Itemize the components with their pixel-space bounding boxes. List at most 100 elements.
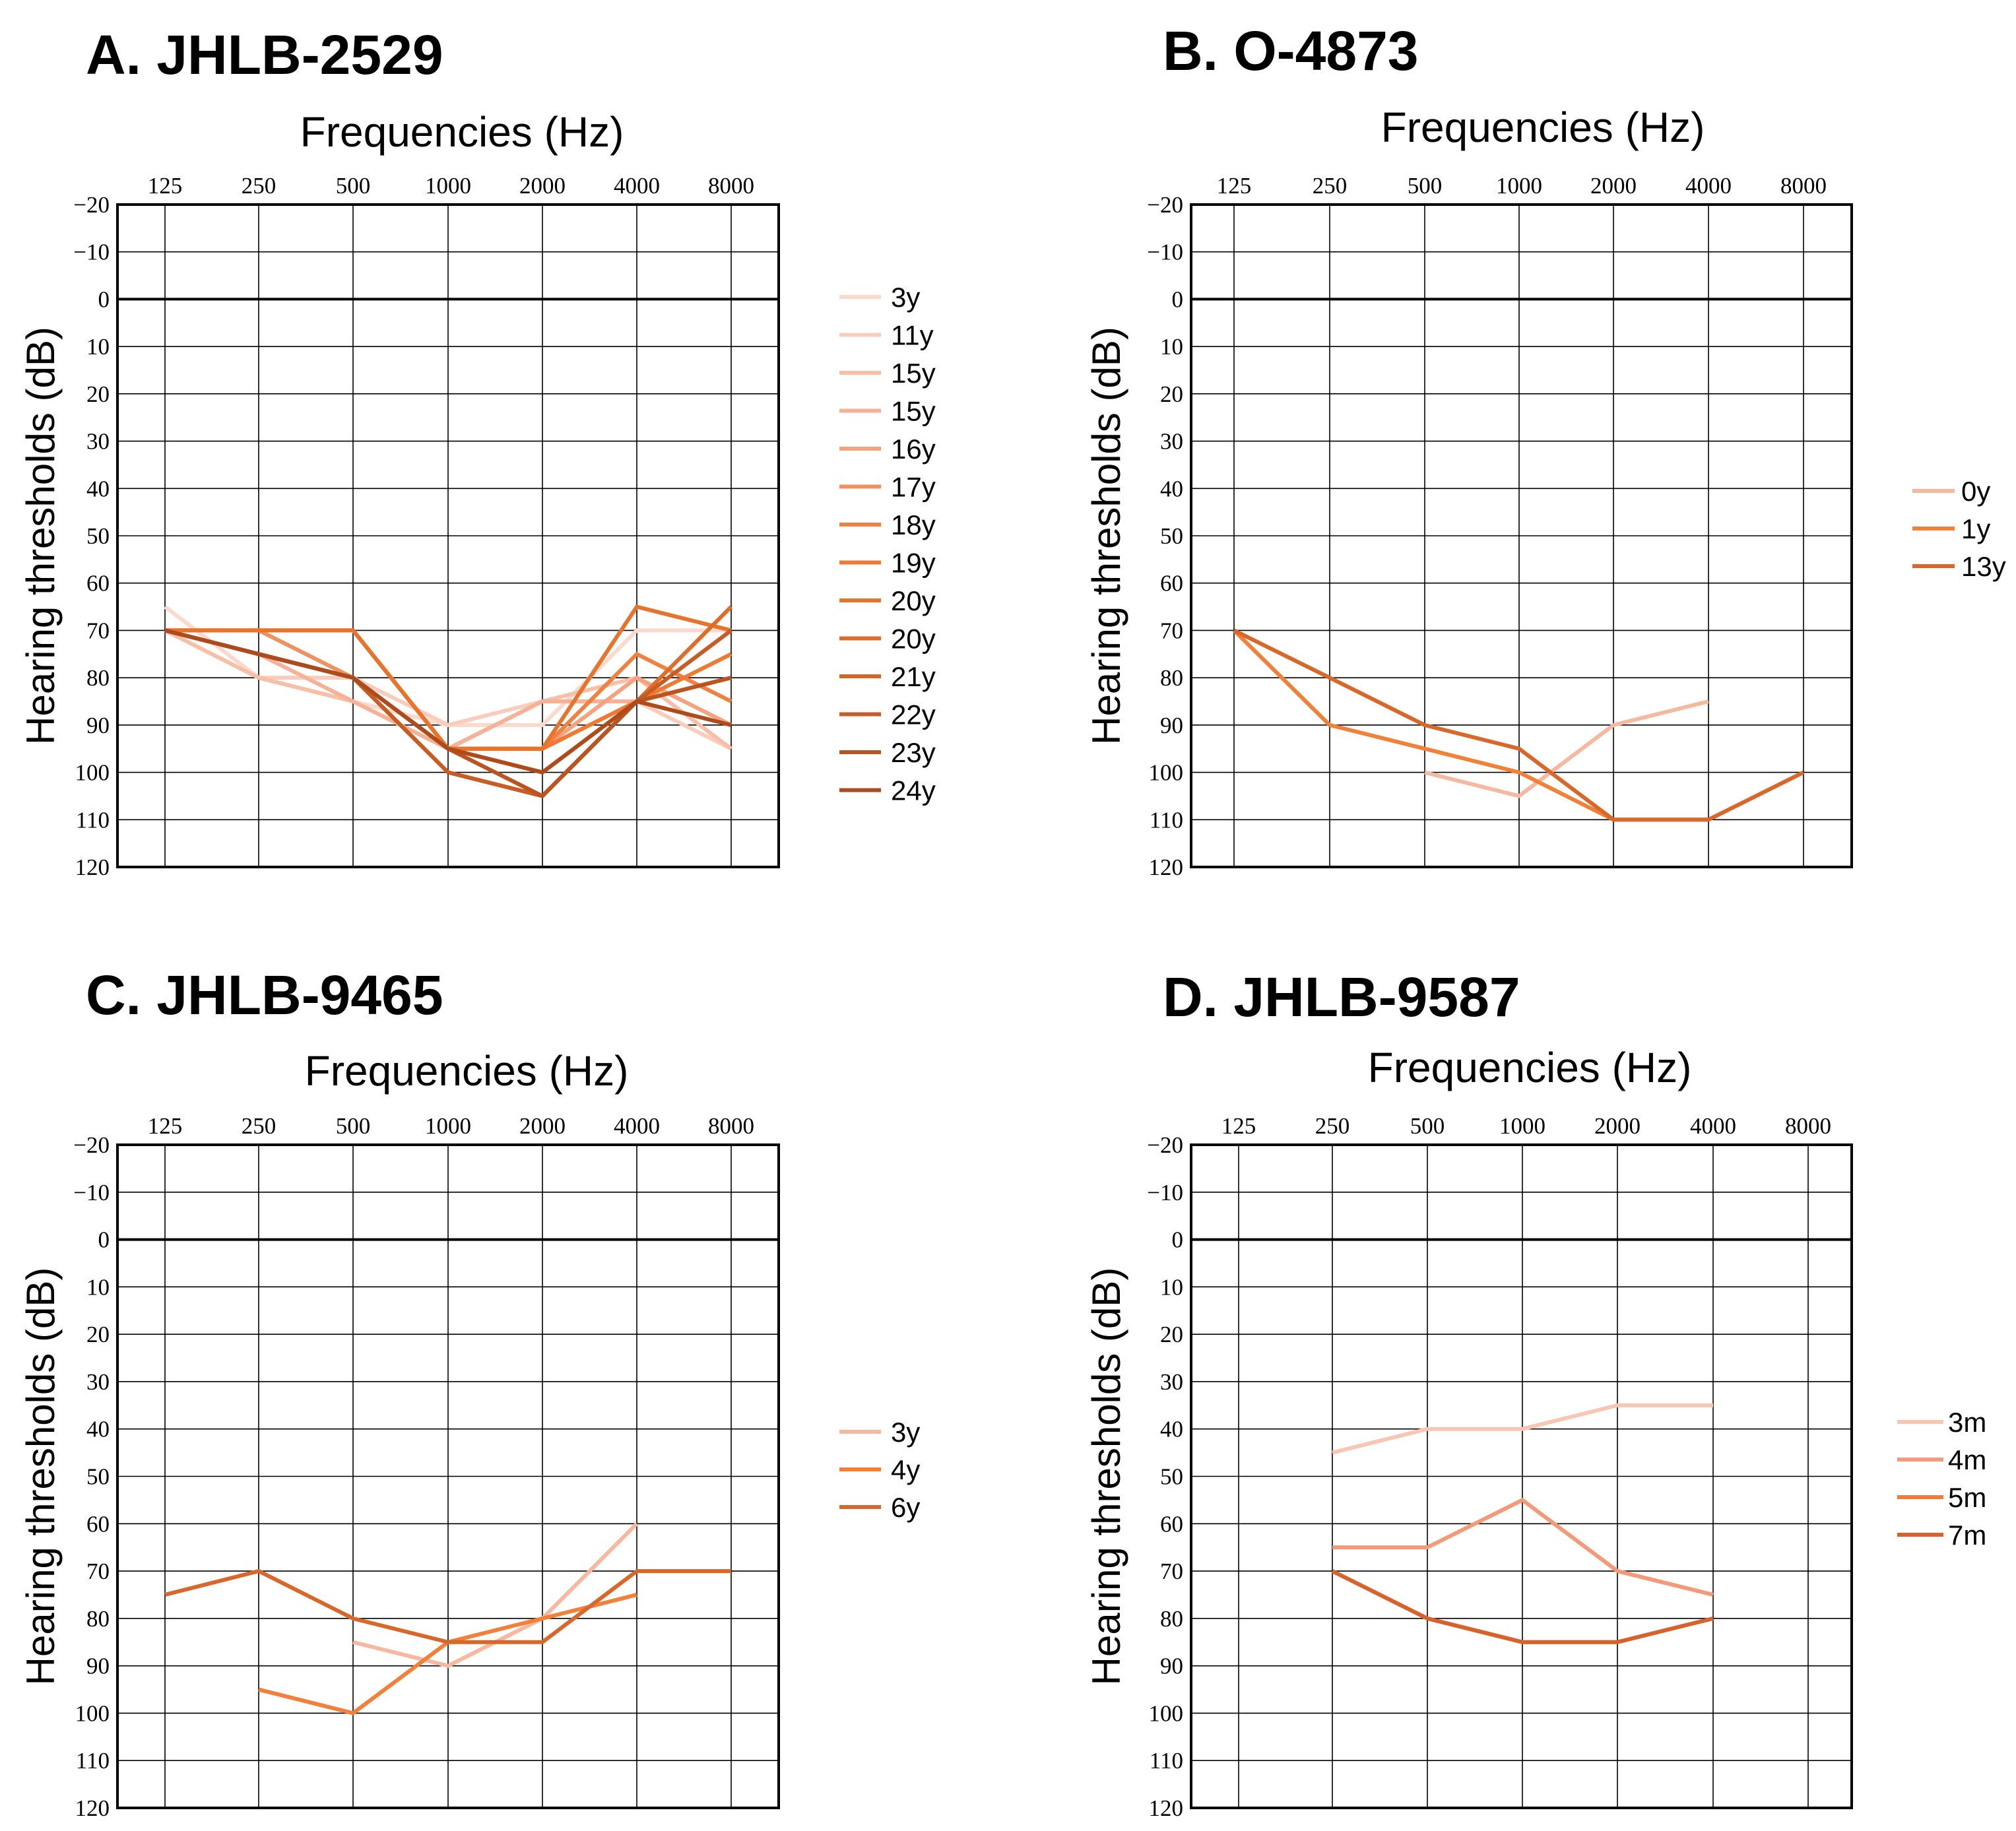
y-tick-label: 60 (1160, 571, 1183, 596)
legend-label: 0y (1961, 476, 1990, 507)
y-tick-label: 20 (1160, 381, 1183, 407)
y-tick-label: 20 (1160, 1322, 1183, 1347)
series-line (1332, 1403, 1713, 1455)
x-axis-title: Frequencies (Hz) (1381, 104, 1705, 151)
x-tick-label: 4000 (614, 173, 660, 199)
legend-label: 22y (891, 699, 936, 730)
x-tick-label: 250 (242, 173, 276, 199)
legend-label: 3y (891, 1417, 920, 1448)
plot-frame (1190, 203, 1853, 868)
y-tick-label: 120 (75, 854, 110, 880)
y-tick-label: 20 (86, 1322, 110, 1347)
x-tick-label: 125 (148, 1113, 183, 1139)
y-tick-label: 110 (76, 807, 110, 833)
legend-label: 20y (891, 624, 936, 655)
legend-label: 18y (891, 509, 936, 540)
y-tick-label: 10 (1160, 1274, 1183, 1300)
y-tick-label: 90 (1160, 1654, 1183, 1679)
series-line (164, 1568, 731, 1644)
y-tick-label: 10 (86, 1274, 110, 1300)
legend-label: 16y (891, 434, 936, 465)
y-tick-label: 80 (1160, 1606, 1183, 1632)
x-tick-label: 8000 (1780, 173, 1827, 199)
panel-title: A. JHLB-2529 (86, 24, 443, 86)
y-tick-label: 80 (1160, 665, 1183, 691)
panel-title: B. O-4873 (1163, 20, 1419, 82)
y-tick-label: 90 (1160, 713, 1183, 738)
legend-label: 6y (891, 1492, 920, 1523)
x-tick-label: 250 (1313, 173, 1348, 199)
legend-label: 5m (1948, 1482, 1986, 1513)
y-tick-label: 30 (86, 1369, 110, 1395)
y-tick-label: 0 (98, 1227, 110, 1253)
y-tick-label: 70 (1160, 618, 1183, 643)
x-tick-label: 250 (1315, 1113, 1350, 1139)
y-tick-label: 110 (76, 1748, 110, 1774)
series-line (1424, 699, 1709, 798)
y-tick-label: 80 (86, 1606, 110, 1632)
y-tick-label: 30 (1160, 1369, 1183, 1395)
y-tick-label: 60 (1160, 1511, 1183, 1537)
y-tick-label: 40 (86, 476, 110, 501)
y-tick-label: 30 (86, 429, 110, 455)
y-tick-label: 110 (1150, 807, 1183, 833)
y-tick-label: 40 (1160, 476, 1183, 501)
series-line (1233, 628, 1805, 822)
x-tick-label: 2000 (1590, 173, 1637, 199)
y-tick-label: −10 (1147, 1180, 1183, 1205)
plot-frame (116, 1143, 780, 1809)
legend-label: 3y (891, 282, 920, 313)
x-tick-label: 8000 (1785, 1113, 1831, 1139)
y-tick-label: 110 (1150, 1748, 1183, 1774)
series-line (1331, 1569, 1714, 1644)
x-tick-label: 125 (148, 173, 183, 199)
legend-label: 23y (891, 737, 936, 768)
x-tick-label: 500 (1408, 173, 1443, 199)
x-tick-label: 1000 (425, 1113, 471, 1139)
y-tick-label: 30 (1160, 429, 1183, 455)
y-axis-title: Hearing thresholds (dB) (18, 327, 63, 745)
panel-title: D. JHLB-9587 (1163, 966, 1520, 1028)
legend-label: 11y (891, 320, 934, 351)
plot-frame (1190, 1143, 1853, 1809)
x-tick-label: 2000 (1594, 1113, 1641, 1139)
x-tick-label: 4000 (1685, 173, 1732, 199)
y-tick-label: 50 (86, 523, 110, 549)
y-tick-label: 80 (86, 665, 110, 691)
x-axis-title: Frequencies (Hz) (1368, 1044, 1692, 1091)
audiogram-panel: D. JHLB-9587 Frequencies (Hz) Hearing thre… (1084, 966, 1986, 1821)
x-tick-label: 4000 (1690, 1113, 1736, 1139)
y-tick-label: −20 (1147, 1132, 1183, 1158)
y-tick-label: 60 (86, 1511, 110, 1537)
y-tick-label: 60 (86, 571, 110, 596)
audiogram-panel: C. JHLB-9465 Frequencies (Hz) Hearing thre… (18, 964, 920, 1821)
y-tick-label: 100 (1149, 760, 1184, 786)
y-tick-label: 0 (98, 286, 110, 312)
legend-label: 4m (1948, 1444, 1986, 1475)
audiogram-panel: A. JHLB-2529 Frequencies (Hz) Hearing thre… (18, 24, 936, 880)
x-tick-label: 1000 (425, 173, 471, 199)
plot-frame (116, 203, 780, 868)
y-tick-label: 120 (75, 1795, 110, 1821)
y-tick-label: 0 (1172, 286, 1184, 312)
y-tick-label: 0 (1172, 1227, 1184, 1253)
x-axis-title: Frequencies (Hz) (305, 1047, 629, 1095)
y-tick-label: 100 (1149, 1700, 1184, 1726)
y-tick-label: 100 (75, 760, 110, 786)
legend-label: 20y (891, 585, 936, 616)
x-tick-label: 2000 (519, 1113, 566, 1139)
y-tick-label: 10 (1160, 334, 1183, 360)
y-tick-label: 50 (86, 1464, 110, 1490)
y-tick-label: −20 (1147, 192, 1183, 218)
x-tick-label: 500 (1410, 1113, 1445, 1139)
series-line (352, 1522, 639, 1668)
series-line (164, 628, 732, 775)
x-tick-label: 125 (1221, 1113, 1256, 1139)
x-axis-title: Frequencies (Hz) (300, 108, 624, 156)
y-axis-title: Hearing thresholds (dB) (1084, 327, 1128, 745)
x-tick-label: 1000 (1496, 173, 1542, 199)
audiogram-panel: B. O-4873 Frequencies (Hz) Hearing thresho… (1084, 20, 2006, 880)
y-tick-label: 40 (1160, 1417, 1183, 1442)
y-tick-label: 50 (1160, 523, 1183, 549)
